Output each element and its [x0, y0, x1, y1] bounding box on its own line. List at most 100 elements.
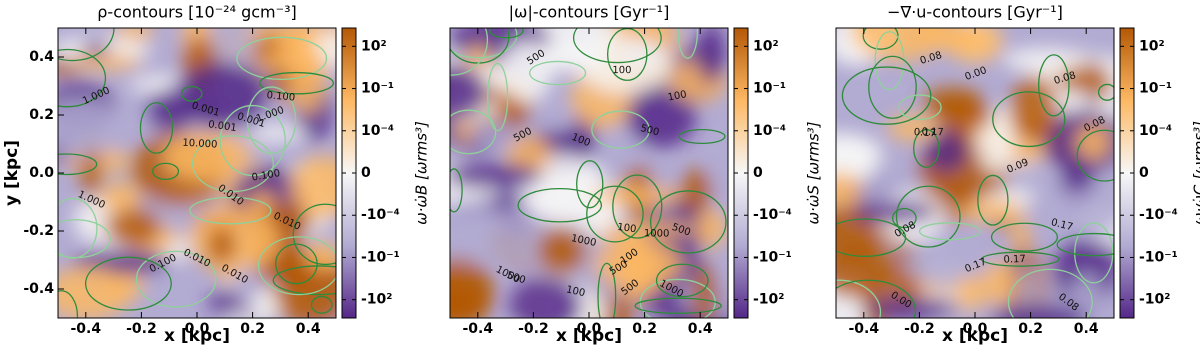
contour — [895, 185, 961, 248]
field-blob — [247, 191, 276, 211]
y-axis-label: y [kpc] — [2, 140, 22, 206]
contour — [634, 297, 722, 314]
colorbar-tick-label: 10² — [1139, 38, 1165, 54]
field-blob — [916, 28, 985, 52]
x-axis-label: x [kpc] — [556, 326, 622, 346]
contour-label: 0.17 — [913, 127, 936, 139]
y-tick-label: 0.4 — [29, 49, 54, 65]
contour — [992, 91, 1066, 148]
field-blob — [114, 28, 155, 42]
field-blob — [450, 279, 490, 318]
contour — [219, 104, 286, 177]
field-blobs — [836, 28, 1114, 318]
field-blob — [175, 62, 268, 128]
contour — [236, 36, 328, 81]
field-blob — [697, 28, 726, 83]
field-blob — [955, 274, 987, 311]
field-blob — [100, 181, 141, 212]
x-tick-label: 0.4 — [296, 321, 321, 337]
colorbar-tick-label: 0 — [361, 165, 371, 181]
field-blob — [679, 169, 713, 211]
colorbar-label: ω·ω̇C [ωrms³] — [1191, 121, 1200, 225]
contour — [259, 71, 335, 95]
contour — [1038, 54, 1070, 117]
contour — [576, 160, 604, 209]
contour — [836, 279, 882, 318]
contour-label: 0.001 — [207, 119, 237, 134]
colorbar-tick-label: 10⁻⁴ — [361, 123, 394, 139]
field-blob — [836, 171, 862, 208]
field-blob — [594, 239, 683, 288]
colorbar-tick-label: 10⁻¹ — [1139, 81, 1172, 97]
colorbar-label: ω·ω̇S [ωrms³] — [805, 121, 823, 224]
field-blob — [1011, 219, 1032, 257]
contour — [977, 174, 1009, 226]
field-blob — [863, 297, 962, 318]
contour — [257, 236, 336, 296]
contour — [292, 203, 336, 266]
contour — [58, 153, 98, 176]
contour — [1074, 222, 1114, 284]
contour-label: 100 — [617, 222, 637, 235]
field-blob — [450, 200, 497, 225]
field-blob — [591, 186, 687, 206]
contour — [607, 28, 648, 81]
contour-label: 0.17 — [1003, 254, 1026, 266]
x-tick-label: -0.4 — [462, 321, 493, 337]
colorbar-tick-label: -10⁻⁴ — [361, 207, 400, 223]
colorbar-label: ω·ω̇B [ωrms³] — [413, 121, 431, 225]
x-tick-label: 0.4 — [688, 321, 713, 337]
field-blob — [506, 134, 552, 175]
x-tick-label: 0.0 — [963, 321, 988, 337]
contour-label: 500 — [639, 123, 660, 138]
x-tick-label: -0.2 — [518, 321, 549, 337]
contour — [597, 262, 617, 318]
field-blob — [934, 98, 993, 133]
contour — [450, 28, 510, 64]
contour — [189, 196, 272, 225]
field-blob — [450, 64, 487, 120]
field-blob — [626, 86, 697, 148]
field-blob — [208, 290, 244, 315]
contour — [898, 94, 942, 121]
contour — [450, 109, 497, 155]
x-axis-label: x [kpc] — [164, 326, 230, 346]
field-blob — [450, 163, 542, 189]
field-blobs — [450, 28, 728, 318]
x-tick-label: 0.2 — [1018, 321, 1043, 337]
contour-label: 1000 — [644, 228, 670, 239]
field-blob — [977, 109, 1015, 174]
x-tick-label: 0.2 — [632, 321, 657, 337]
contour — [612, 174, 663, 239]
contour — [450, 168, 463, 213]
contour — [586, 185, 644, 243]
colorbar-tick-label: 0 — [1139, 165, 1149, 181]
contour — [135, 250, 217, 308]
field-blob — [1009, 76, 1058, 141]
colorbar-tick-label: -10² — [753, 292, 784, 308]
x-tick-label: -0.2 — [904, 321, 935, 337]
y-tick-label: -0.2 — [23, 223, 54, 239]
colorbar-tick-label: 10⁻¹ — [753, 81, 786, 97]
contour-label: 0.17 — [1050, 217, 1074, 233]
colorbar-tick-label: -10⁻⁴ — [753, 207, 792, 223]
contour — [990, 222, 1059, 252]
contour — [836, 279, 917, 318]
x-tick-label: -0.2 — [126, 321, 157, 337]
contour — [649, 190, 727, 254]
field-blob — [1075, 123, 1112, 161]
field-blobs — [58, 28, 336, 318]
contour-label: 100 — [667, 89, 688, 103]
contour — [246, 86, 297, 155]
x-tick-label: 0.2 — [240, 321, 265, 337]
chart-title: |ω|-contours [Gyr⁻¹] — [509, 3, 670, 22]
contour — [272, 265, 336, 296]
contour — [489, 28, 524, 39]
field-blob — [527, 111, 579, 128]
contour-label: 0.100 — [251, 168, 281, 183]
contour — [58, 290, 79, 318]
field-blob — [957, 201, 1026, 223]
field-blob — [500, 39, 553, 103]
field-blob — [694, 208, 727, 249]
